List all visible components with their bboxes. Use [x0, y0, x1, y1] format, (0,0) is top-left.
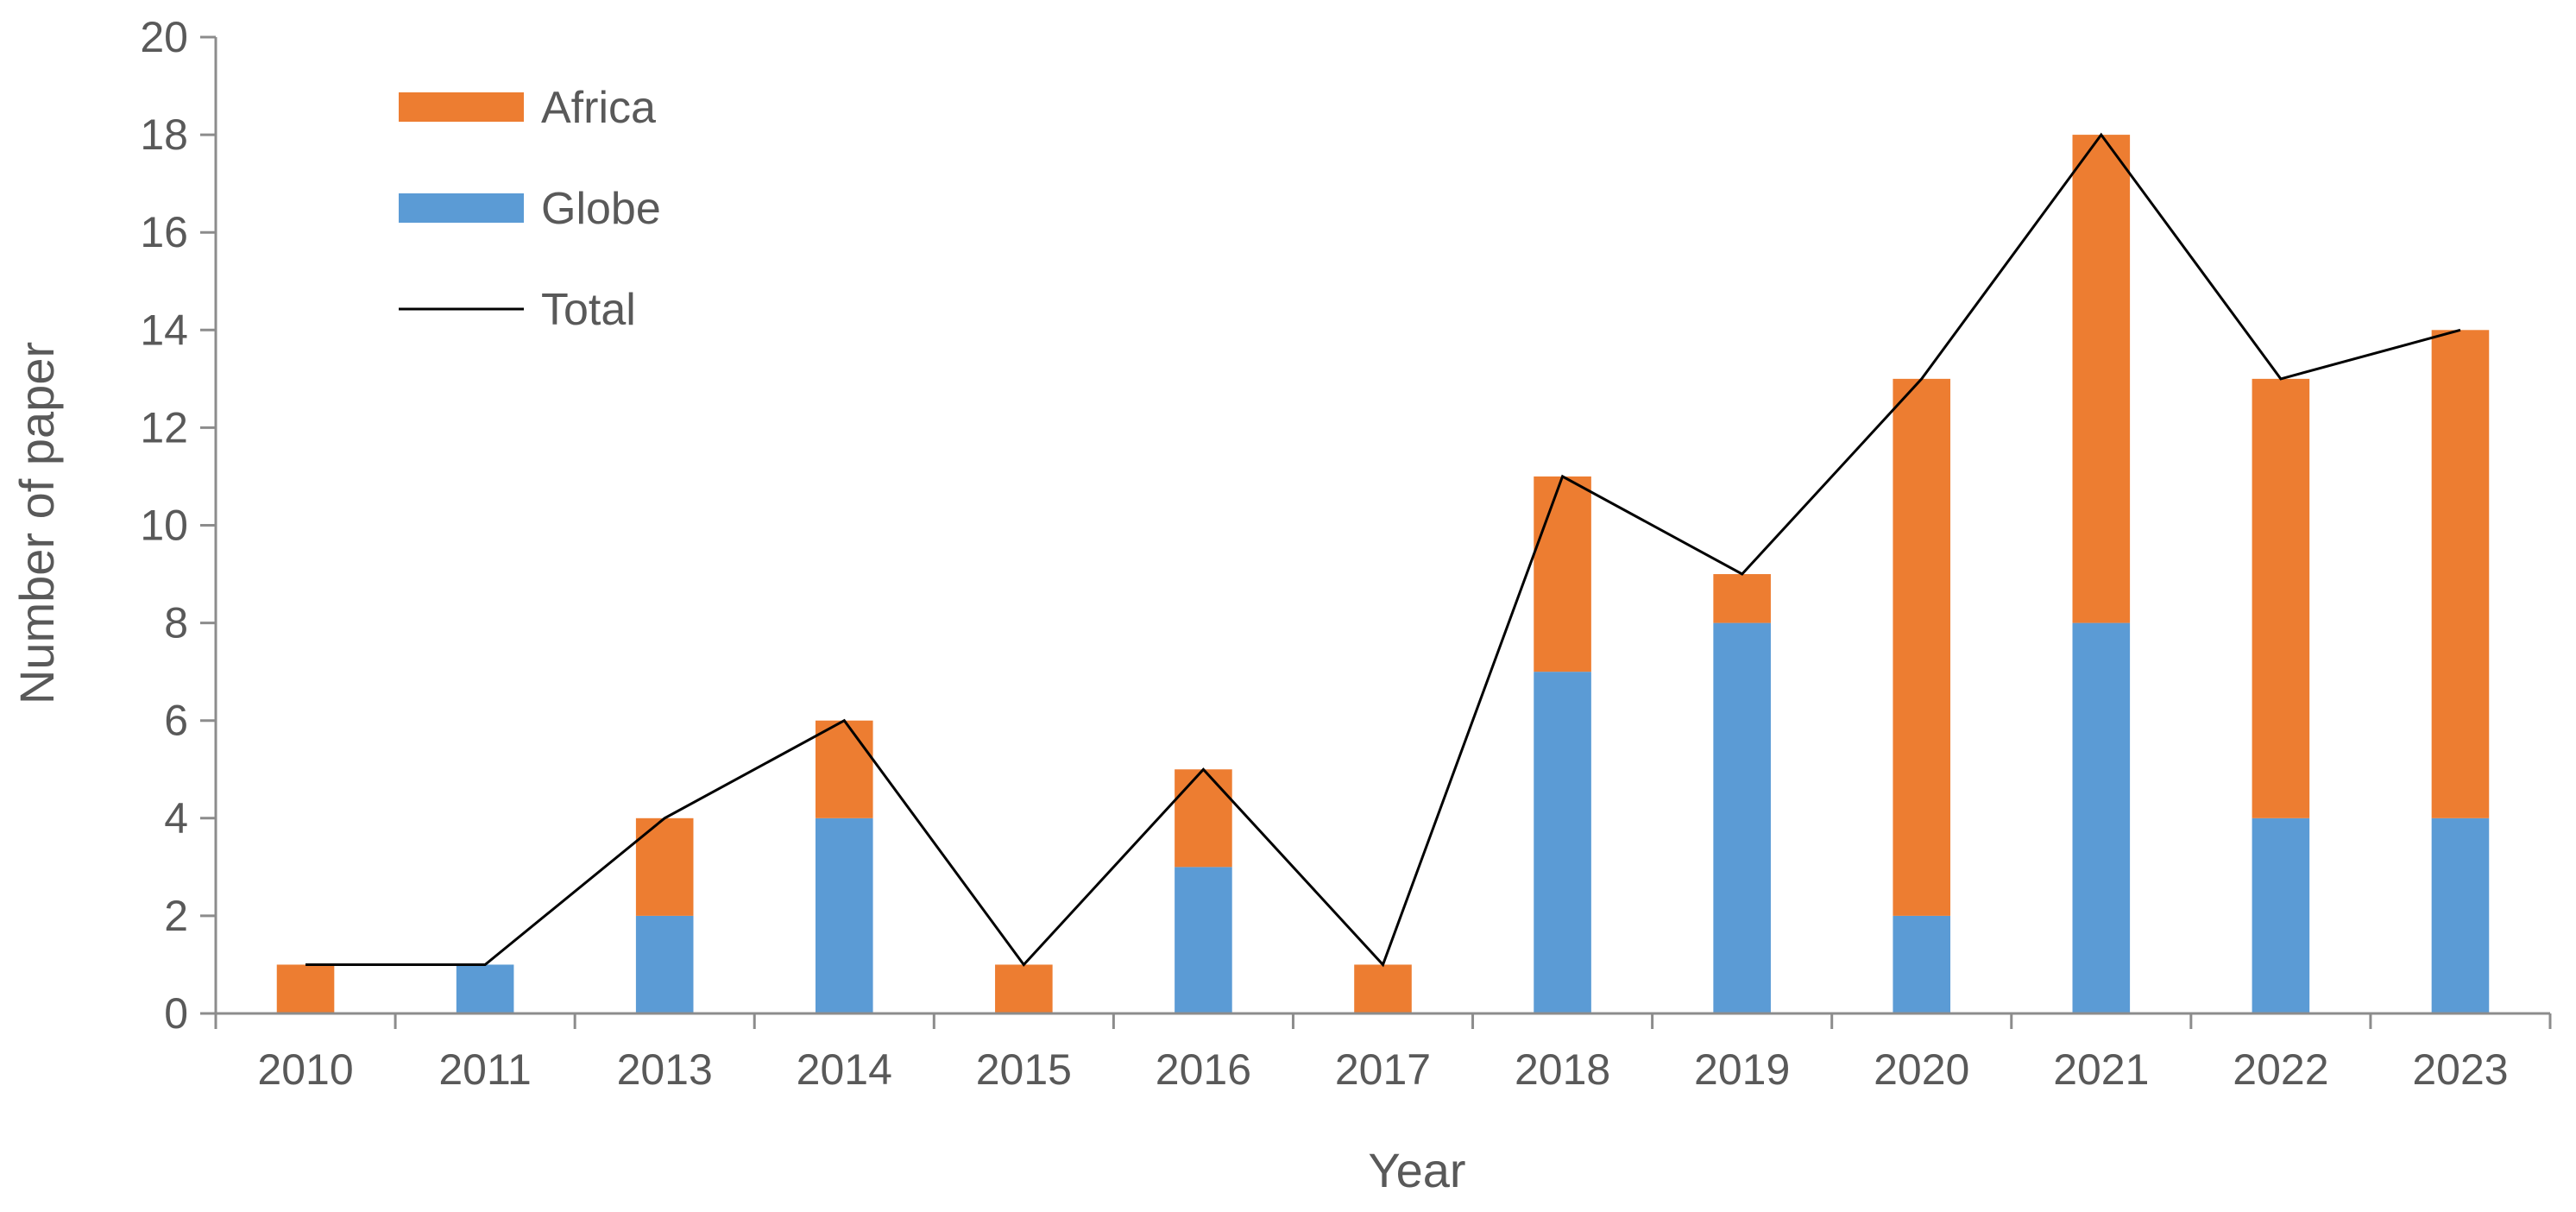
bar-globe-2020: [1893, 915, 1951, 1013]
bar-africa-2013: [635, 817, 694, 916]
y-tick-label-0: 0: [164, 989, 188, 1038]
bar-globe-2014: [815, 817, 873, 1013]
x-tick-label-2019: 2019: [1694, 1045, 1790, 1094]
x-tick-label-2016: 2016: [1156, 1045, 1251, 1094]
bar-africa-2014: [815, 720, 873, 818]
x-tick-label-2011: 2011: [438, 1045, 532, 1094]
x-tick-label-2013: 2013: [617, 1045, 713, 1094]
bar-globe-2023: [2431, 817, 2490, 1013]
bar-africa-2022: [2252, 378, 2310, 818]
x-tick-label-2010: 2010: [257, 1045, 353, 1094]
y-axis-title: Number of paper: [9, 342, 64, 704]
legend-swatch-africa: [399, 92, 524, 122]
bar-africa-2018: [1534, 476, 1591, 672]
x-tick-label-2014: 2014: [797, 1045, 892, 1094]
x-tick-label-2015: 2015: [976, 1045, 1072, 1094]
x-tick-label-2022: 2022: [2233, 1045, 2328, 1094]
bar-globe-2019: [1713, 622, 1771, 1013]
y-tick-label-12: 12: [140, 403, 188, 451]
bar-globe-2011: [456, 964, 514, 1013]
x-tick-label-2018: 2018: [1515, 1045, 1610, 1094]
y-tick-label-20: 20: [140, 13, 188, 61]
bars-group: [276, 135, 2490, 1013]
x-tick-label-2021: 2021: [2053, 1045, 2149, 1094]
legend: Africa Globe Total: [399, 83, 661, 335]
bar-africa-2023: [2431, 330, 2490, 818]
legend-label-globe: Globe: [541, 184, 661, 234]
bar-africa-2019: [1713, 574, 1771, 623]
line-total: [305, 132, 2461, 968]
bar-globe-2022: [2252, 817, 2310, 1013]
y-tick-label-16: 16: [140, 208, 188, 256]
bar-africa-2015: [995, 964, 1053, 1013]
y-tick-label-14: 14: [140, 306, 188, 354]
legend-swatch-globe: [399, 193, 524, 223]
bar-africa-2010: [276, 964, 335, 1013]
bar-globe-2016: [1175, 867, 1232, 1013]
x-axis-title: Year: [1368, 1143, 1465, 1197]
bar-globe-2013: [635, 915, 694, 1013]
bar-africa-2021: [2072, 135, 2131, 623]
y-tick-label-8: 8: [164, 599, 188, 647]
y-tick-label-4: 4: [164, 794, 188, 843]
x-tick-label-2023: 2023: [2412, 1045, 2508, 1094]
axes-group: 0 2 4 6 8 10 12 14 16 18 20 2010 2011 2013 2014 2015 201…: [140, 13, 2552, 1094]
bar-africa-2017: [1354, 964, 1412, 1013]
legend-label-total: Total: [541, 285, 636, 335]
bar-globe-2018: [1534, 672, 1591, 1013]
y-tick-label-6: 6: [164, 697, 188, 745]
bar-globe-2021: [2072, 622, 2131, 1013]
legend-label-africa: Africa: [541, 83, 656, 133]
x-tick-label-2020: 2020: [1874, 1045, 1969, 1094]
y-tick-label-10: 10: [140, 502, 188, 550]
x-tick-label-2017: 2017: [1335, 1045, 1431, 1094]
bar-africa-2020: [1893, 378, 1951, 916]
total-line-group: [305, 132, 2461, 968]
y-tick-label-18: 18: [140, 110, 188, 159]
bar-africa-2016: [1175, 769, 1232, 868]
y-tick-label-2: 2: [164, 892, 188, 940]
